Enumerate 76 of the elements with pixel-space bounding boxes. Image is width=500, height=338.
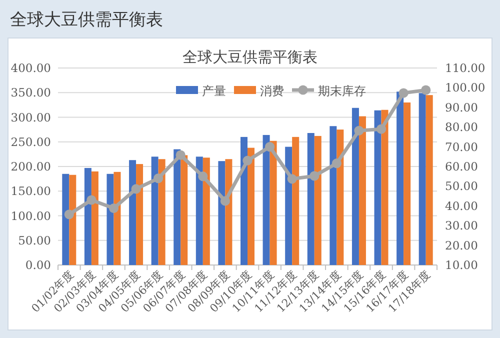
legend-label: 产量 xyxy=(202,84,226,98)
y2-tick-label: 30.00 xyxy=(445,218,478,233)
y2-tick-label: 100.00 xyxy=(445,80,486,95)
y-tick-label: 200.00 xyxy=(10,160,51,174)
point xyxy=(421,85,431,95)
point xyxy=(108,203,119,214)
point xyxy=(310,171,320,181)
bar xyxy=(262,134,270,265)
point xyxy=(176,150,186,160)
bar xyxy=(69,174,76,265)
point xyxy=(264,142,275,152)
bar xyxy=(180,155,188,265)
point xyxy=(242,156,252,166)
point xyxy=(332,158,342,168)
bar xyxy=(314,136,322,265)
bar xyxy=(240,136,248,265)
bar xyxy=(374,110,382,265)
bar xyxy=(248,148,254,265)
bar xyxy=(292,136,300,265)
y-tick-label: 350.00 xyxy=(10,86,51,100)
bar xyxy=(352,108,359,265)
bar xyxy=(106,174,114,265)
bar xyxy=(396,92,404,265)
point xyxy=(64,210,74,220)
bar xyxy=(336,130,344,265)
point xyxy=(287,174,297,184)
bar xyxy=(426,95,433,265)
y2-tick-label: 80.00 xyxy=(445,120,478,134)
bar xyxy=(151,156,158,265)
bar xyxy=(381,110,388,265)
y-tick-label: 100.00 xyxy=(10,208,51,223)
bar xyxy=(404,102,411,265)
point xyxy=(131,184,141,194)
bar xyxy=(218,161,226,265)
bar xyxy=(270,140,277,265)
y2-tick-label: 70.00 xyxy=(445,140,478,154)
bar xyxy=(174,149,181,265)
bar xyxy=(358,116,366,265)
bar xyxy=(307,133,314,265)
bar xyxy=(330,126,337,265)
bar xyxy=(285,146,292,265)
y2-tick-label: 20.00 xyxy=(445,238,478,252)
point xyxy=(86,195,96,205)
y2-tick-label: 10.00 xyxy=(445,258,478,272)
bar xyxy=(225,159,232,265)
chart-title: 全球大豆供需平衡表 xyxy=(10,10,163,30)
legend-label: 消费 xyxy=(260,84,284,98)
y-tick-label: 250.00 xyxy=(10,134,51,149)
y2-tick-label: 50.00 xyxy=(445,179,478,194)
bar xyxy=(91,171,98,265)
y2-tick-label: 90.00 xyxy=(445,100,478,114)
point xyxy=(398,88,408,98)
point xyxy=(154,174,164,184)
y2-tick-label: 40.00 xyxy=(445,198,478,213)
bar xyxy=(418,93,426,265)
bar xyxy=(202,158,210,265)
chart-subtitle: 全球大豆供需平衡表 xyxy=(182,48,318,66)
bar xyxy=(158,159,166,265)
bar xyxy=(114,172,121,265)
y-tick-label: 0.00 xyxy=(25,258,51,272)
point xyxy=(198,172,208,182)
point xyxy=(376,124,386,134)
y2-tick-label: 110.00 xyxy=(445,61,486,75)
y-tick-label: 300.00 xyxy=(10,110,51,124)
y2-tick-label: 60.00 xyxy=(445,160,478,174)
bar xyxy=(196,156,203,265)
bar xyxy=(129,160,136,265)
point xyxy=(220,196,230,206)
bar xyxy=(62,174,70,265)
point xyxy=(354,126,364,136)
bar xyxy=(136,164,144,265)
y-tick-label: 150.00 xyxy=(10,184,51,198)
legend-label: 期末库存 xyxy=(318,84,366,98)
bar xyxy=(84,168,92,265)
y-tick-label: 50.00 xyxy=(18,233,51,248)
y-tick-label: 400.00 xyxy=(10,61,51,75)
